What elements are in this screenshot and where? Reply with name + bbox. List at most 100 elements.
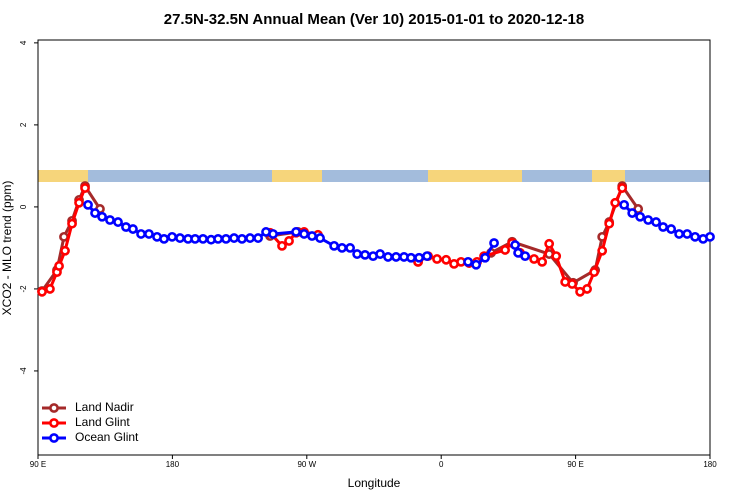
y-tick-label: -2 bbox=[19, 285, 28, 293]
x-tick-label: 180 bbox=[703, 460, 717, 469]
land-strip bbox=[272, 170, 322, 182]
data-point bbox=[510, 240, 521, 250]
y-tick-label: 4 bbox=[19, 40, 28, 45]
ocean-strip bbox=[38, 170, 710, 182]
data-point bbox=[441, 254, 452, 265]
data-point bbox=[422, 251, 432, 262]
data-point bbox=[345, 243, 356, 253]
data-point bbox=[480, 252, 491, 263]
data-point bbox=[315, 233, 325, 243]
data-point bbox=[144, 229, 154, 239]
data-point bbox=[604, 218, 615, 229]
data-point bbox=[432, 254, 442, 264]
data-point bbox=[284, 236, 294, 246]
chart-title: 27.5N-32.5N Annual Mean (Ver 10) 2015-01… bbox=[164, 11, 584, 28]
x-tick-label: 90 W bbox=[297, 460, 316, 469]
legend-marker bbox=[49, 418, 59, 428]
data-point bbox=[337, 243, 347, 253]
series-line bbox=[40, 182, 640, 292]
data-point bbox=[136, 229, 146, 239]
x-tick-label: 90 E bbox=[30, 460, 46, 469]
data-point bbox=[113, 217, 123, 227]
data-point bbox=[489, 238, 499, 248]
x-tick-label: 0 bbox=[439, 460, 444, 469]
data-point bbox=[567, 279, 578, 289]
data-point bbox=[307, 231, 317, 241]
data-point bbox=[529, 254, 539, 264]
y-tick-label: 0 bbox=[19, 204, 28, 209]
data-point bbox=[383, 252, 393, 262]
data-point bbox=[159, 233, 169, 244]
data-point bbox=[67, 218, 77, 229]
data-point bbox=[537, 256, 548, 267]
data-point bbox=[60, 245, 70, 256]
data-point bbox=[221, 233, 231, 244]
data-point bbox=[582, 284, 592, 294]
data-point bbox=[97, 211, 107, 222]
data-point bbox=[74, 197, 84, 208]
data-point bbox=[619, 199, 630, 210]
land-strip bbox=[592, 170, 625, 182]
data-point bbox=[589, 267, 600, 278]
data-point bbox=[190, 233, 200, 244]
data-point bbox=[83, 199, 93, 210]
y-axis-label: XCO2 - MLO trend (ppm) bbox=[0, 181, 14, 316]
data-point bbox=[500, 245, 511, 255]
data-point bbox=[128, 224, 138, 234]
data-point bbox=[617, 183, 628, 193]
data-point bbox=[237, 233, 247, 244]
x-tick-label: 90 E bbox=[567, 460, 583, 469]
legend-label: Ocean Glint bbox=[75, 430, 139, 444]
data-point bbox=[682, 229, 693, 239]
data-point bbox=[268, 229, 278, 239]
data-point bbox=[520, 251, 531, 262]
series-line bbox=[41, 187, 624, 294]
data-point bbox=[37, 286, 47, 297]
data-point bbox=[658, 222, 669, 232]
data-point bbox=[544, 238, 555, 249]
data-point bbox=[352, 249, 363, 259]
data-point bbox=[610, 197, 621, 208]
data-point bbox=[666, 224, 677, 234]
legend-label: Land Nadir bbox=[75, 400, 134, 414]
data-point bbox=[291, 227, 301, 237]
data-point bbox=[45, 284, 55, 294]
data-point bbox=[299, 229, 310, 239]
data-point bbox=[198, 233, 208, 244]
data-point bbox=[245, 233, 255, 243]
data-point bbox=[391, 252, 402, 262]
data-point bbox=[690, 231, 700, 242]
x-tick-label: 180 bbox=[166, 460, 180, 469]
data-point bbox=[375, 249, 386, 259]
data-point bbox=[175, 233, 185, 243]
data-point bbox=[471, 259, 482, 270]
land-mask-strip bbox=[38, 170, 710, 182]
data-point bbox=[597, 245, 608, 256]
data-point bbox=[329, 240, 340, 251]
data-point bbox=[213, 233, 223, 244]
land-strip bbox=[428, 170, 522, 182]
data-point bbox=[406, 252, 416, 263]
data-point bbox=[414, 252, 424, 263]
data-point bbox=[277, 240, 287, 251]
legend-marker bbox=[49, 403, 59, 413]
data-point bbox=[551, 251, 562, 262]
plot-frame bbox=[37, 39, 711, 456]
y-tick-label: 2 bbox=[19, 122, 28, 127]
legend-label: Land Glint bbox=[75, 415, 130, 429]
land-strip bbox=[38, 170, 88, 182]
data-point bbox=[360, 249, 370, 260]
data-point bbox=[253, 233, 264, 243]
data-point bbox=[167, 231, 178, 242]
data-point bbox=[674, 229, 684, 239]
x-axis-label: Longitude bbox=[348, 476, 401, 490]
data-point bbox=[463, 256, 473, 267]
data-point bbox=[651, 217, 661, 227]
legend-marker bbox=[49, 433, 59, 443]
data-point bbox=[627, 208, 638, 218]
data-point bbox=[54, 261, 64, 271]
data-point bbox=[229, 233, 239, 243]
data-point bbox=[643, 215, 654, 225]
y-tick-label: -4 bbox=[19, 367, 28, 375]
